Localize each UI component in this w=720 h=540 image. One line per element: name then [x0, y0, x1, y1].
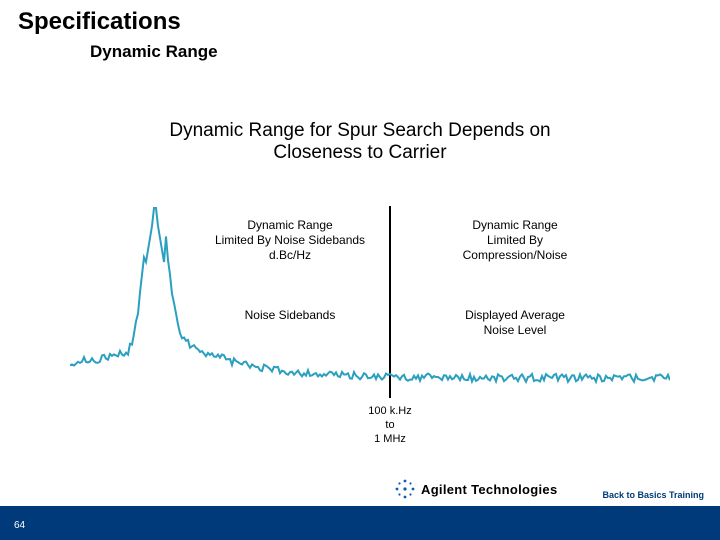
page-subtitle: Dynamic Range	[90, 42, 218, 62]
agilent-logo: Agilent Technologies	[395, 478, 595, 500]
page-number: 64	[14, 520, 25, 531]
label-noise-sidebands: Noise Sidebands	[195, 308, 385, 323]
slide: Specifications Dynamic Range Dynamic Ran…	[0, 0, 720, 540]
label-freq-range: 100 k.Hz to 1 MHz	[345, 405, 435, 446]
headline-line2: Closeness to Carrier	[273, 142, 446, 163]
label-dr-compression: Dynamic Range Limited By Compression/Noi…	[430, 218, 600, 263]
headline: Dynamic Range for Spur Search Depends on…	[0, 120, 720, 164]
page-title: Specifications	[18, 8, 181, 36]
spark-icon	[395, 479, 415, 499]
label-dr-noise-sidebands: Dynamic Range Limited By Noise Sidebands…	[195, 218, 385, 263]
logo-text: Agilent Technologies	[421, 482, 558, 497]
headline-line1: Dynamic Range for Spur Search Depends on	[169, 120, 550, 141]
label-danl: Displayed Average Noise Level	[430, 308, 600, 338]
footer-bar	[0, 506, 720, 540]
back-to-basics-link[interactable]: Back to Basics Training	[602, 490, 704, 500]
